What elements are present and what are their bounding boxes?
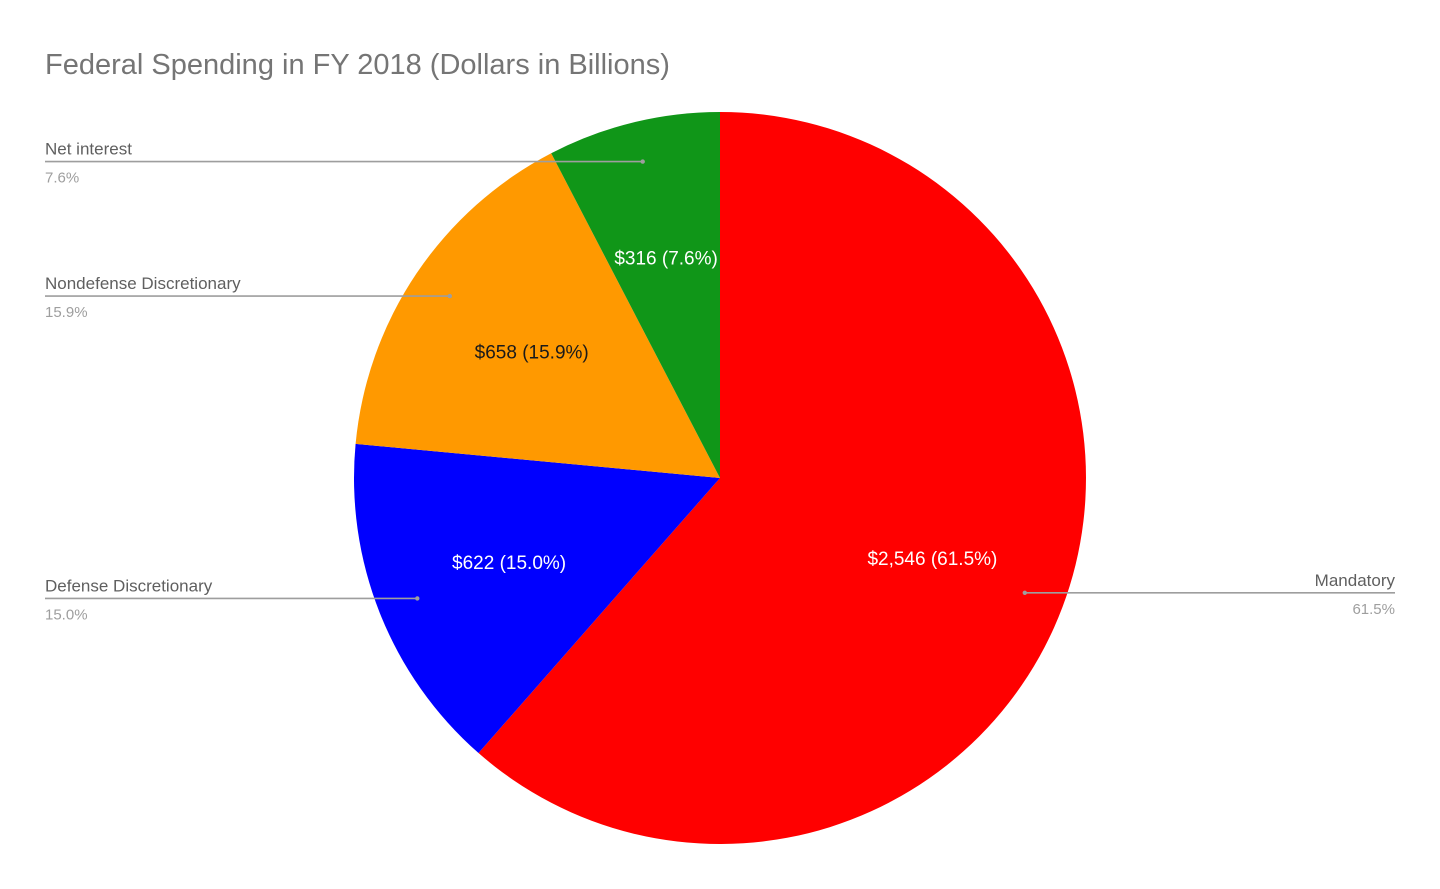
pie-slices — [353, 112, 1086, 845]
legend-name-defense-discretionary: Defense Discretionary — [45, 576, 213, 595]
legend-percent-net-interest: 7.6% — [45, 170, 79, 187]
leader-dot-net-interest — [640, 159, 645, 164]
leader-dot-mandatory — [1022, 590, 1027, 595]
slice-defense-discretionary — [353, 443, 720, 754]
slice-net-interest — [551, 112, 720, 478]
leader-dot-nondefense-discretionary — [447, 293, 452, 299]
slice-label-mandatory: $2,546 (61.5%) — [867, 549, 997, 570]
legend-percent-mandatory: 61.5% — [1352, 601, 1395, 618]
legend-percent-defense-discretionary: 15.0% — [45, 606, 88, 623]
leader-dot-defense-discretionary — [415, 596, 420, 601]
slice-labels: $2,546 (61.5%) $622 (15.0%) $658 (15.9%) $3… — [452, 249, 997, 574]
legend-leaders: Mandatory 61.5% Defense Discretionary 15.0%… — [45, 140, 1396, 623]
slice-nondefense-discretionary — [355, 153, 720, 478]
legend-percent-nondefense-discretionary: 15.9% — [45, 304, 88, 321]
slice-mandatory — [478, 112, 1086, 845]
chart-title: Federal Spending in FY 2018 (Dollars in … — [45, 49, 670, 81]
legend-name-net-interest: Net interest — [45, 140, 132, 159]
legend-name-nondefense-discretionary: Nondefense Discretionary — [45, 274, 241, 293]
slice-label-nondefense-discretionary: $658 (15.9%) — [475, 342, 589, 363]
slice-label-defense-discretionary: $622 (15.0%) — [452, 553, 566, 574]
legend-name-mandatory: Mandatory — [1315, 571, 1396, 590]
slice-label-net-interest: $316 (7.6%) — [614, 249, 718, 270]
